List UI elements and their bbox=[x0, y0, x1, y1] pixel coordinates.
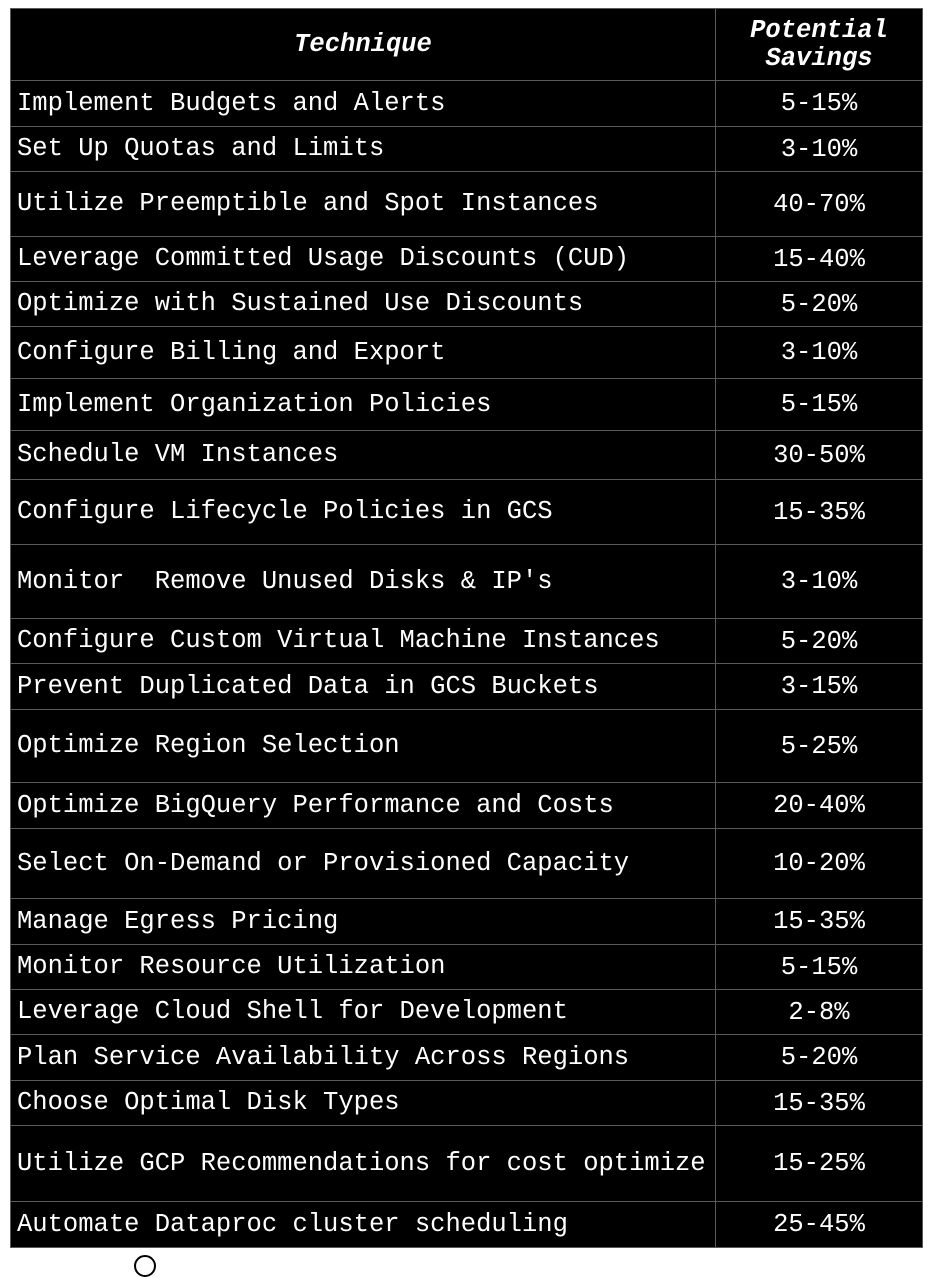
technique-cell: Automate Dataproc cluster scheduling bbox=[10, 1201, 716, 1248]
table-row: Monitor Resource Utilization 5-15% bbox=[10, 944, 923, 990]
table-row: Automate Dataproc cluster scheduling 25-4… bbox=[10, 1201, 923, 1248]
circle-icon bbox=[134, 1255, 156, 1277]
technique-cell: Configure Billing and Export bbox=[10, 326, 716, 379]
table-row: Monitor Remove Unused Disks & IP's 3-10% bbox=[10, 544, 923, 619]
technique-cell: Optimize Region Selection bbox=[10, 709, 716, 783]
table-row: Utilize GCP Recommendations for cost opt… bbox=[10, 1125, 923, 1202]
technique-cell: Leverage Cloud Shell for Development bbox=[10, 989, 716, 1035]
savings-cell: 2-8% bbox=[715, 989, 923, 1035]
technique-cell: Manage Egress Pricing bbox=[10, 898, 716, 945]
savings-cell: 5-20% bbox=[715, 1034, 923, 1081]
savings-table: Technique Potential Savings Implement Bu… bbox=[10, 8, 923, 1248]
savings-cell: 5-20% bbox=[715, 618, 923, 664]
savings-cell: 5-15% bbox=[715, 944, 923, 990]
table-row: Utilize Preemptible and Spot Instances 40… bbox=[10, 171, 923, 237]
table-row: Plan Service Availability Across Regions… bbox=[10, 1034, 923, 1081]
table-row: Leverage Committed Usage Discounts (CUD)… bbox=[10, 236, 923, 282]
savings-cell: 5-25% bbox=[715, 709, 923, 783]
table-row: Optimize with Sustained Use Discounts 5-2… bbox=[10, 281, 923, 327]
technique-cell: Prevent Duplicated Data in GCS Buckets bbox=[10, 663, 716, 710]
savings-cell: 15-25% bbox=[715, 1125, 923, 1202]
savings-cell: 20-40% bbox=[715, 782, 923, 829]
table-row: Configure Lifecycle Policies in GCS 15-35… bbox=[10, 479, 923, 545]
technique-cell: Select On-Demand or Provisioned Capacity bbox=[10, 828, 716, 899]
savings-cell: 5-15% bbox=[715, 80, 923, 127]
technique-cell: Monitor Resource Utilization bbox=[10, 944, 716, 990]
savings-cell: 5-20% bbox=[715, 281, 923, 327]
savings-cell: 3-10% bbox=[715, 126, 923, 172]
savings-cell: 15-35% bbox=[715, 898, 923, 945]
savings-cell: 3-10% bbox=[715, 544, 923, 619]
savings-cell: 40-70% bbox=[715, 171, 923, 237]
technique-cell: Configure Custom Virtual Machine Instanc… bbox=[10, 618, 716, 664]
technique-cell: Implement Organization Policies bbox=[10, 378, 716, 431]
savings-cell: 15-35% bbox=[715, 1080, 923, 1126]
savings-cell: 25-45% bbox=[715, 1201, 923, 1248]
savings-cell: 3-10% bbox=[715, 326, 923, 379]
technique-cell: Utilize Preemptible and Spot Instances bbox=[10, 171, 716, 237]
technique-cell: Choose Optimal Disk Types bbox=[10, 1080, 716, 1126]
table-row: Choose Optimal Disk Types 15-35% bbox=[10, 1080, 923, 1126]
savings-cell: 30-50% bbox=[715, 430, 923, 480]
savings-cell: 5-15% bbox=[715, 378, 923, 431]
table-header-row: Technique Potential Savings bbox=[10, 8, 923, 81]
table-row: Manage Egress Pricing 15-35% bbox=[10, 898, 923, 945]
technique-cell: Utilize GCP Recommendations for cost opt… bbox=[10, 1125, 716, 1202]
savings-cell: 10-20% bbox=[715, 828, 923, 899]
table-row: Implement Organization Policies 5-15% bbox=[10, 378, 923, 431]
table-row: Leverage Cloud Shell for Development 2-8% bbox=[10, 989, 923, 1035]
table-row: Configure Billing and Export 3-10% bbox=[10, 326, 923, 379]
technique-cell: Schedule VM Instances bbox=[10, 430, 716, 480]
technique-cell: Implement Budgets and Alerts bbox=[10, 80, 716, 127]
technique-cell: Set Up Quotas and Limits bbox=[10, 126, 716, 172]
savings-cell: 3-15% bbox=[715, 663, 923, 710]
technique-cell: Plan Service Availability Across Regions bbox=[10, 1034, 716, 1081]
header-technique: Technique bbox=[10, 8, 716, 81]
savings-table-container: Technique Potential Savings Implement Bu… bbox=[10, 8, 923, 1248]
technique-cell: Optimize BigQuery Performance and Costs bbox=[10, 782, 716, 829]
table-row: Set Up Quotas and Limits 3-10% bbox=[10, 126, 923, 172]
table-row: Optimize BigQuery Performance and Costs 2… bbox=[10, 782, 923, 829]
table-body: Implement Budgets and Alerts 5-15% Set Up … bbox=[10, 80, 923, 1248]
table-row: Select On-Demand or Provisioned Capacity… bbox=[10, 828, 923, 899]
technique-cell: Configure Lifecycle Policies in GCS bbox=[10, 479, 716, 545]
technique-cell: Optimize with Sustained Use Discounts bbox=[10, 281, 716, 327]
savings-cell: 15-35% bbox=[715, 479, 923, 545]
header-potential-savings: Potential Savings bbox=[715, 8, 923, 81]
table-row: Prevent Duplicated Data in GCS Buckets 3-… bbox=[10, 663, 923, 710]
table-row: Schedule VM Instances 30-50% bbox=[10, 430, 923, 480]
table-row: Configure Custom Virtual Machine Instanc… bbox=[10, 618, 923, 664]
table-row: Implement Budgets and Alerts 5-15% bbox=[10, 80, 923, 127]
table-row: Optimize Region Selection 5-25% bbox=[10, 709, 923, 783]
technique-cell: Leverage Committed Usage Discounts (CUD) bbox=[10, 236, 716, 282]
technique-cell: Monitor Remove Unused Disks & IP's bbox=[10, 544, 716, 619]
savings-cell: 15-40% bbox=[715, 236, 923, 282]
